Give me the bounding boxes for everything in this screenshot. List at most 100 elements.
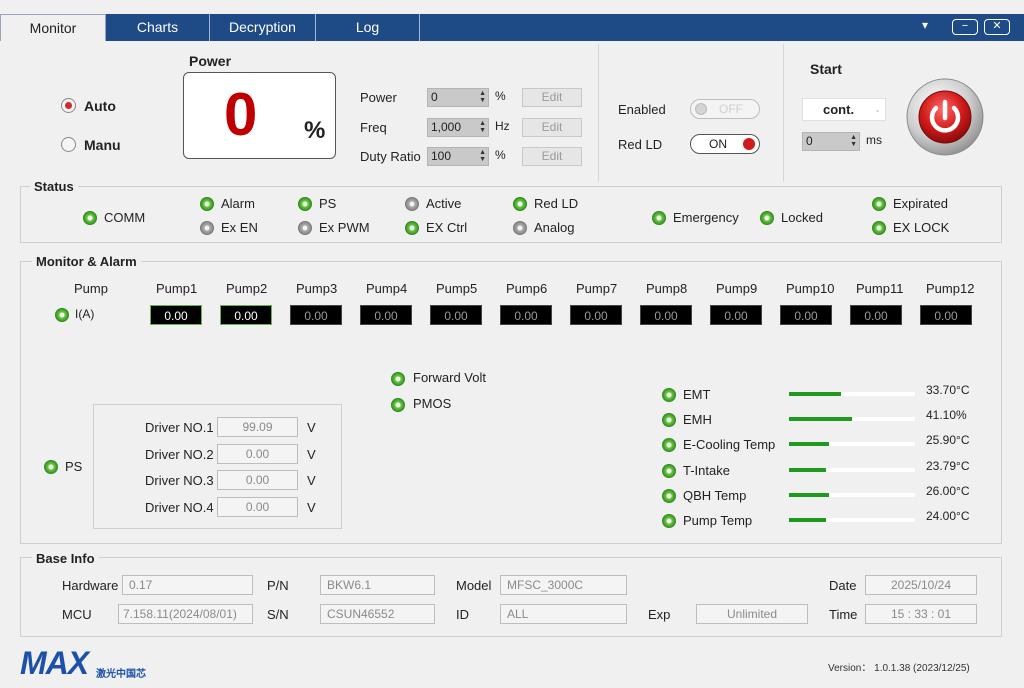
company-logo-sub: 激光中国芯 bbox=[96, 669, 146, 680]
sensor-label: EMT bbox=[683, 387, 711, 402]
monitor-alarm-group bbox=[20, 261, 1002, 544]
spinner-arrows-icon[interactable]: ▲ ▼ bbox=[479, 120, 486, 134]
power-setting-unit: % bbox=[495, 89, 506, 103]
sn-field: CSUN46552 bbox=[320, 604, 435, 624]
sensor-label: E-Cooling Temp bbox=[683, 437, 776, 453]
sn-label: S/N bbox=[267, 607, 289, 622]
red-ld-toggle[interactable]: ON bbox=[690, 134, 760, 154]
power-unit: % bbox=[304, 117, 326, 144]
auto-radio[interactable] bbox=[61, 98, 76, 113]
status-label: COMM bbox=[104, 210, 146, 225]
freq-setting-input[interactable]: 1,000 ▲ ▼ bbox=[427, 118, 489, 137]
duty-ratio-unit: % bbox=[495, 148, 506, 162]
spinner-arrows-icon[interactable]: ▲ ▼ bbox=[850, 134, 857, 148]
hardware-label: Hardware bbox=[62, 578, 119, 593]
status-led bbox=[652, 211, 666, 225]
pump-name: Pump3 bbox=[296, 281, 338, 296]
sensor-level-fill bbox=[789, 467, 826, 472]
pump-current-value: 0.00 bbox=[710, 305, 762, 325]
status-label: Ex PWM bbox=[319, 220, 370, 235]
sensor-level-bar bbox=[789, 492, 915, 497]
pump-current-value: 0.00 bbox=[150, 305, 202, 325]
status-label: EX LOCK bbox=[893, 220, 950, 235]
driver-label: Driver NO.1 bbox=[145, 420, 214, 435]
time-label: Time bbox=[829, 607, 858, 622]
status-led bbox=[872, 197, 886, 211]
status-led bbox=[513, 221, 527, 235]
status-group bbox=[20, 186, 1002, 243]
minimize-button[interactable]: − bbox=[952, 19, 978, 35]
chevron-down-icon: ⌄ bbox=[874, 105, 881, 114]
freq-setting-value: 1,000 bbox=[431, 120, 462, 134]
sensor-led bbox=[662, 413, 676, 428]
power-start-button[interactable] bbox=[906, 78, 984, 156]
sensor-led bbox=[662, 388, 676, 402]
close-button[interactable]: ✕ bbox=[984, 19, 1010, 35]
driver-unit: V bbox=[307, 420, 316, 435]
pump-current-value: 0.00 bbox=[500, 305, 552, 325]
forward-volt-label: Forward Volt bbox=[413, 370, 486, 385]
duty-ratio-label: Duty Ratio bbox=[360, 149, 421, 164]
pump-name: Pump9 bbox=[716, 281, 758, 296]
edit-duty-ratio-button[interactable]: Edit bbox=[522, 147, 582, 166]
model-label: Model bbox=[456, 578, 492, 593]
driver-label: Driver NO.2 bbox=[145, 446, 214, 462]
enabled-toggle[interactable]: OFF bbox=[690, 99, 760, 119]
driver-value: 0.00 bbox=[217, 470, 298, 490]
sensor-label: Pump Temp bbox=[683, 513, 753, 528]
version-text: Version： 1.0.1.38 (2023/12/25) bbox=[828, 663, 970, 674]
tab-log[interactable]: Log bbox=[316, 14, 420, 41]
power-setting-value: 0 bbox=[431, 90, 438, 104]
ps-led bbox=[44, 460, 58, 474]
driver-group bbox=[93, 404, 342, 529]
status-label: PS bbox=[319, 196, 337, 211]
tab-monitor[interactable]: Monitor bbox=[0, 14, 106, 41]
exp-field: Unlimited bbox=[696, 604, 808, 624]
spinner-arrows-icon[interactable]: ▲ ▼ bbox=[479, 90, 486, 104]
duty-ratio-input[interactable]: 100 ▲ ▼ bbox=[427, 147, 489, 166]
power-setting-label: Power bbox=[360, 90, 397, 105]
base-info-title: Base Info bbox=[32, 551, 99, 566]
pump-current-value: 0.00 bbox=[640, 305, 692, 325]
red-ld-state: ON bbox=[709, 137, 727, 151]
status-led bbox=[83, 211, 97, 225]
id-label: ID bbox=[456, 607, 469, 622]
menu-dropdown-icon[interactable]: ▾ bbox=[922, 18, 929, 32]
ps-label: PS bbox=[65, 459, 83, 474]
edit-freq-button[interactable]: Edit bbox=[522, 118, 582, 137]
power-display: 0 % bbox=[183, 72, 336, 159]
sensor-value: 24.00°C bbox=[926, 509, 970, 523]
manu-radio[interactable] bbox=[61, 137, 76, 152]
toggle-knob bbox=[695, 103, 707, 115]
divider bbox=[783, 44, 784, 182]
sensor-value: 33.70°C bbox=[926, 383, 970, 397]
status-label: Ex EN bbox=[221, 220, 258, 235]
status-label: Active bbox=[426, 196, 462, 211]
status-label: EX Ctrl bbox=[426, 220, 468, 235]
pump-header: Pump bbox=[74, 281, 108, 296]
start-mode-select[interactable]: cont. ⌄ bbox=[802, 98, 886, 121]
red-ld-label: Red LD bbox=[618, 137, 663, 152]
tab-charts[interactable]: Charts bbox=[106, 14, 210, 41]
status-led bbox=[872, 221, 886, 235]
driver-unit: V bbox=[307, 499, 316, 515]
driver-value: 0.00 bbox=[217, 443, 298, 464]
pump-name: Pump10 bbox=[786, 281, 835, 296]
date-field: 2025/10/24 bbox=[865, 575, 977, 595]
tab-decryption[interactable]: Decryption bbox=[210, 14, 316, 41]
sensor-value: 26.00°C bbox=[926, 483, 970, 498]
sensor-level-bar bbox=[789, 467, 915, 472]
start-ms-input[interactable]: 0 ▲ ▼ bbox=[802, 132, 860, 151]
model-field: MFSC_3000C bbox=[500, 575, 627, 595]
status-led bbox=[405, 197, 419, 211]
sensor-value: 23.79°C bbox=[926, 458, 970, 473]
status-title: Status bbox=[30, 179, 78, 194]
exp-label: Exp bbox=[648, 607, 671, 622]
power-setting-input[interactable]: 0 ▲ ▼ bbox=[427, 88, 489, 107]
base-info-group bbox=[20, 557, 1002, 637]
spinner-arrows-icon[interactable]: ▲ ▼ bbox=[479, 149, 486, 163]
edit-power-button[interactable]: Edit bbox=[522, 88, 582, 107]
power-icon bbox=[906, 78, 984, 156]
start-ms-unit: ms bbox=[866, 133, 882, 147]
sensor-led bbox=[662, 514, 676, 528]
